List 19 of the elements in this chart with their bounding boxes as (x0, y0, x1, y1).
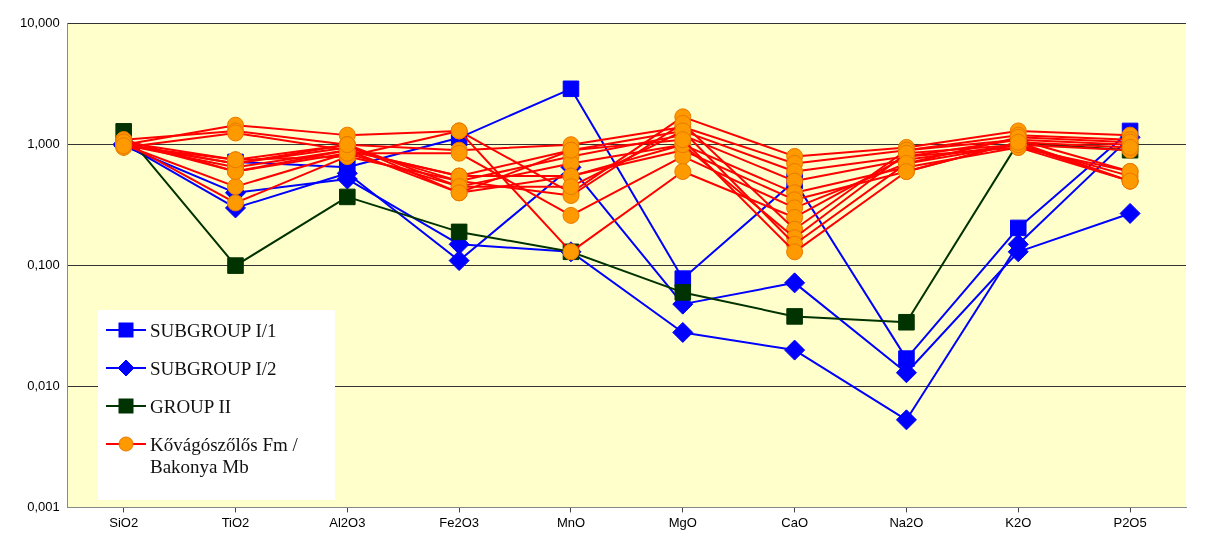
legend-label: GROUP II (150, 396, 232, 418)
y-tick-label: 10,000 (20, 15, 60, 31)
y-tick-label: 1,000 (27, 136, 60, 152)
legend-label: Kővágószőlős Fm / Bakonya Mb (150, 434, 299, 478)
x-tick-label: P2O5 (1113, 514, 1147, 530)
x-tick-label: SiO2 (109, 514, 139, 530)
x-tick-label: Al2O3 (329, 514, 366, 530)
x-tick-label: MgO (668, 514, 697, 530)
x-tick-label: MnO (556, 514, 586, 530)
x-tick-label: Fe2O3 (439, 514, 480, 530)
legend-label: SUBGROUP I/2 (150, 358, 277, 380)
x-tick-label: CaO (781, 514, 808, 530)
y-tick-label: 0,100 (27, 257, 60, 273)
y-tick-label: 0,010 (27, 378, 60, 394)
x-tick-label: TiO2 (221, 514, 250, 530)
x-tick-label: Na2O (889, 514, 924, 530)
x-tick-label: K2O (1005, 514, 1032, 530)
y-tick-label: 0,001 (27, 498, 60, 514)
legend-label: SUBGROUP I/1 (150, 320, 277, 342)
